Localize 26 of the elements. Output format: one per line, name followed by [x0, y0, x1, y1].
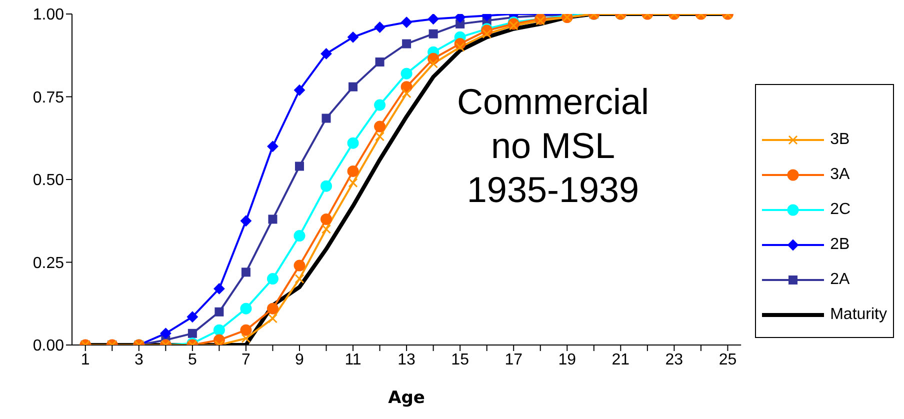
- x-axis-title: Age: [388, 388, 425, 408]
- x-tick-label: 7: [242, 351, 251, 368]
- y-tick-label: 0.75: [32, 89, 64, 106]
- x-tick-label: 9: [295, 351, 304, 368]
- x-tick-label: 11: [344, 351, 362, 368]
- legend-label: Maturity: [830, 306, 887, 324]
- legend-label: 3A: [830, 166, 850, 184]
- x-tick-label: 3: [134, 351, 144, 368]
- y-tick-label: 1.00: [32, 6, 64, 24]
- y-tick-label: 0.00: [32, 338, 64, 355]
- x-tick-label: 5: [188, 351, 197, 368]
- x-tick-label: 13: [398, 351, 416, 368]
- x-tick-label: 23: [665, 351, 684, 368]
- x-tick-label: 1: [80, 351, 90, 368]
- legend-label: 3B: [830, 131, 850, 149]
- legend-label: 2C: [830, 201, 851, 219]
- x-tick-label: 17: [504, 351, 523, 368]
- x-tick-label: 21: [612, 351, 630, 368]
- x-tick-label: 25: [718, 351, 737, 368]
- y-tick-label: 0.25: [32, 254, 64, 272]
- legend-label: 2A: [830, 271, 850, 289]
- legend-label: 2B: [830, 236, 850, 254]
- x-tick-label: 19: [558, 351, 576, 368]
- y-tick-label: 0.50: [32, 172, 64, 190]
- annotation: Commercial no MSL 1935-1939: [456, 80, 650, 212]
- x-tick-label: 15: [451, 351, 470, 368]
